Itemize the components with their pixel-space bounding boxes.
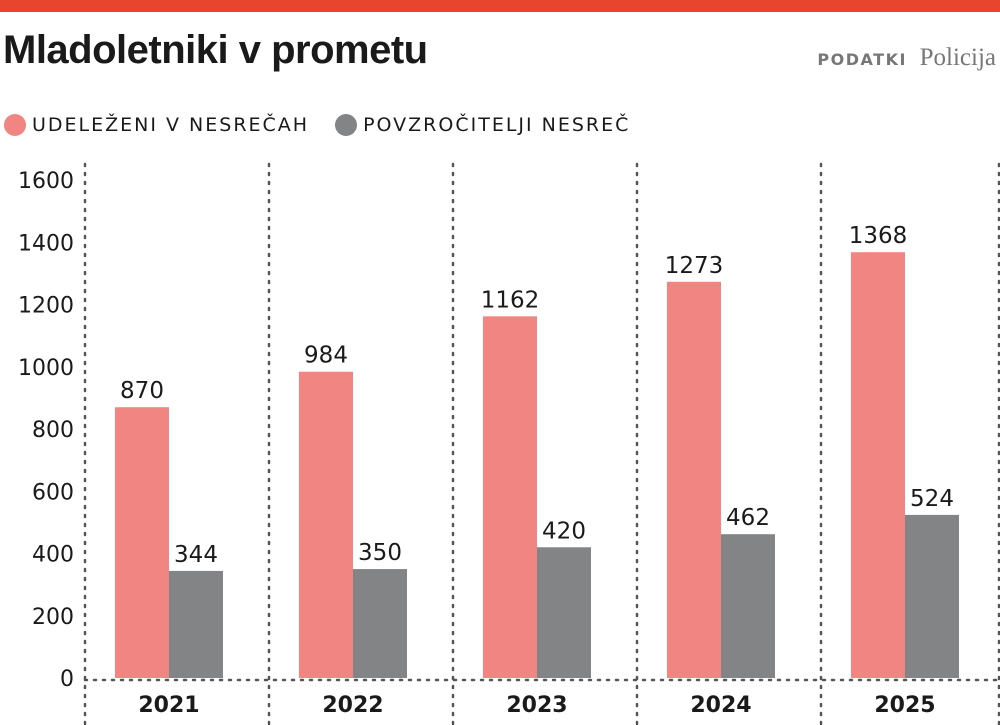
bar-value-label: 870 <box>120 378 164 404</box>
chart-title: Mladoletniki v prometu <box>3 28 428 72</box>
y-tick-label: 1600 <box>18 169 74 194</box>
bar <box>353 569 407 678</box>
legend-label-causers: POVZROČITELJI NESREČ <box>363 114 631 136</box>
x-category-label: 2021 <box>138 693 199 718</box>
bar-value-label: 420 <box>542 518 586 544</box>
x-category-label: 2022 <box>322 693 383 718</box>
bar-value-label: 350 <box>358 540 402 566</box>
legend-item-injured: UDELEŽENI V NESREČAH <box>4 114 309 136</box>
bar-value-label: 984 <box>304 343 348 369</box>
source-name: Policija <box>919 44 996 71</box>
y-tick-label: 200 <box>32 605 74 630</box>
bar <box>851 252 905 678</box>
x-category-label: 2024 <box>690 693 751 718</box>
source-credit: PODATKI Policija <box>817 44 996 72</box>
bar-value-label: 462 <box>726 505 770 531</box>
bar <box>721 534 775 678</box>
legend-dot-causers <box>335 114 358 136</box>
top-accent-bar <box>0 0 1000 12</box>
bar <box>115 407 169 678</box>
y-tick-label: 800 <box>32 418 74 443</box>
bar <box>905 514 959 678</box>
bar-value-label: 1162 <box>481 287 540 313</box>
legend-dot-injured <box>4 114 26 136</box>
legend-item-causers: POVZROČITELJI NESREČ <box>335 114 630 136</box>
bar-value-label: 1273 <box>665 253 724 279</box>
bar <box>667 281 721 678</box>
y-tick-label: 1200 <box>18 294 74 319</box>
bar-value-label: 344 <box>174 542 218 568</box>
legend-label-injured: UDELEŽENI V NESREČAH <box>32 114 310 136</box>
source-label: PODATKI <box>817 50 907 69</box>
y-tick-label: 0 <box>60 667 74 692</box>
y-tick-label: 1000 <box>18 356 74 381</box>
y-tick-label: 1400 <box>18 231 74 256</box>
bar <box>483 316 537 678</box>
bar <box>169 570 223 678</box>
bar <box>537 547 591 678</box>
x-category-label: 2023 <box>506 693 567 718</box>
bar-value-label: 524 <box>910 486 954 512</box>
bar <box>299 371 353 678</box>
bar-chart: 0 200 400 600 800 1000 1200 1400 1600 870 344 2021 9… <box>18 162 1000 725</box>
legend: UDELEŽENI V NESREČAH POVZROČITELJI NESRE… <box>4 114 656 136</box>
y-tick-label: 600 <box>32 480 74 505</box>
x-category-label: 2025 <box>874 693 935 718</box>
bar-value-label: 1368 <box>849 223 908 249</box>
y-tick-label: 400 <box>32 543 74 568</box>
